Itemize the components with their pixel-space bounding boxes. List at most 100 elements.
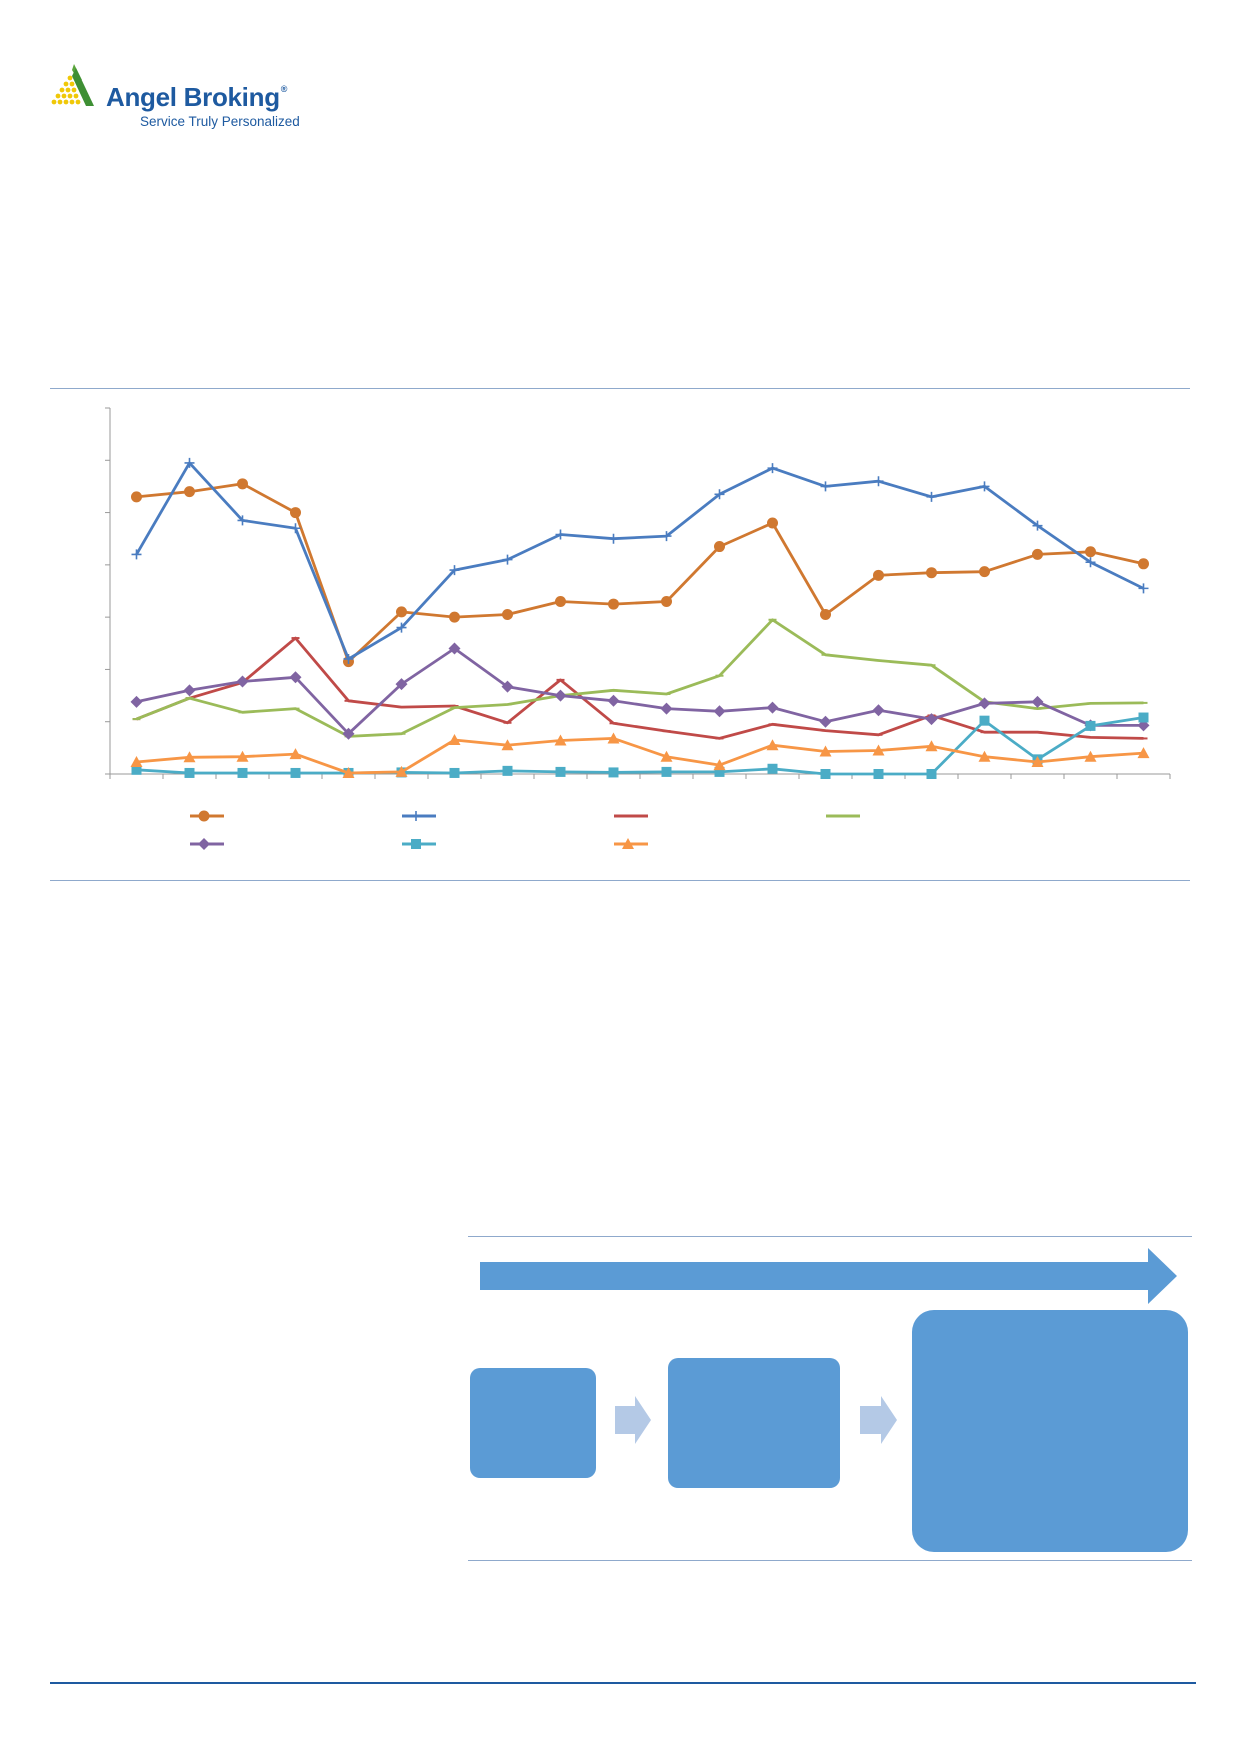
data-point (130, 755, 143, 767)
series-5 (130, 642, 1150, 740)
data-point (395, 765, 408, 777)
data-point (555, 595, 566, 607)
data-point (449, 611, 460, 623)
legend-entry-6 (402, 839, 436, 849)
data-point (1031, 755, 1044, 767)
data-point (820, 481, 831, 492)
data-point (1138, 558, 1149, 570)
progress-banner-arrow (480, 1248, 1177, 1304)
data-point (1137, 719, 1150, 732)
data-point (767, 517, 778, 529)
data-point (184, 457, 195, 468)
data-point (714, 766, 725, 777)
series-line (135, 461, 1145, 661)
data-point (448, 734, 461, 746)
data-point (1138, 712, 1149, 723)
flow-top-rule (468, 1236, 1192, 1237)
data-point (926, 491, 937, 502)
data-point (396, 606, 407, 618)
data-point (925, 740, 938, 752)
data-point (1085, 720, 1096, 731)
series-3 (132, 636, 1148, 740)
data-point (501, 739, 514, 751)
data-point (501, 680, 514, 693)
flow-chevron-2-icon (860, 1396, 897, 1444)
data-point (555, 766, 566, 777)
data-point (395, 678, 408, 691)
data-point (184, 486, 195, 498)
footer-rule (50, 1682, 1196, 1684)
data-point (766, 701, 779, 714)
data-point (979, 481, 990, 492)
series-line (136, 482, 1144, 664)
data-point (873, 569, 884, 581)
legend-swatch-marker (198, 810, 210, 822)
legend-swatch-marker (622, 838, 634, 849)
flow-chevron-1-icon (615, 1396, 651, 1444)
series-6 (131, 712, 1149, 779)
data-point (608, 767, 619, 778)
data-point (289, 671, 302, 684)
data-point (1085, 546, 1096, 558)
data-point (1031, 695, 1044, 708)
data-point (183, 751, 196, 763)
legend-entry-1 (190, 810, 224, 822)
data-point (502, 554, 513, 565)
flow-bottom-rule (468, 1560, 1192, 1561)
data-point (608, 598, 619, 610)
data-point (979, 566, 990, 578)
data-point (713, 759, 726, 771)
data-point (767, 463, 778, 474)
series-1 (131, 478, 1149, 668)
data-point (237, 767, 248, 778)
data-point (131, 764, 142, 775)
data-point (661, 595, 672, 607)
data-point (714, 541, 725, 553)
data-point (131, 491, 142, 503)
data-point (873, 476, 884, 487)
series-line (136, 716, 1144, 776)
data-point (1085, 557, 1096, 568)
data-point (448, 642, 461, 655)
brand-tagline: Service Truly Personalized (140, 114, 300, 129)
series-line (136, 647, 1144, 736)
data-point (184, 767, 195, 778)
data-point (1084, 750, 1097, 762)
data-point (607, 694, 620, 707)
data-point (1032, 548, 1043, 560)
data-point (872, 744, 885, 756)
data-point (1138, 583, 1149, 594)
chart-legend (190, 810, 860, 850)
data-point (873, 769, 884, 779)
data-point (926, 567, 937, 579)
data-point (766, 739, 779, 751)
data-point (236, 750, 249, 762)
data-point (343, 653, 354, 664)
data-point (978, 697, 991, 710)
data-point (819, 745, 832, 757)
data-point (449, 565, 460, 576)
data-point (290, 507, 301, 519)
data-point (608, 533, 619, 544)
data-point (767, 763, 778, 774)
process-flow-diagram (470, 1248, 1188, 1552)
data-point (502, 609, 513, 621)
data-point (926, 769, 937, 779)
series-line (136, 736, 1144, 775)
data-point (661, 531, 672, 542)
data-point (502, 765, 513, 776)
brand-logo: Angel Broking® Service Truly Personalize… (50, 62, 310, 134)
chart-bottom-rule (50, 880, 1190, 881)
data-point (555, 529, 566, 540)
data-point (660, 750, 673, 762)
data-point (183, 684, 196, 697)
data-point (819, 715, 832, 728)
data-point (554, 734, 567, 746)
data-point (130, 695, 143, 708)
data-point (131, 549, 142, 560)
angel-triangle-logo-icon (51, 64, 94, 106)
flow-box-2 (668, 1358, 840, 1488)
data-point (237, 515, 248, 526)
flow-box-3 (912, 1310, 1188, 1552)
data-point (1137, 747, 1150, 759)
